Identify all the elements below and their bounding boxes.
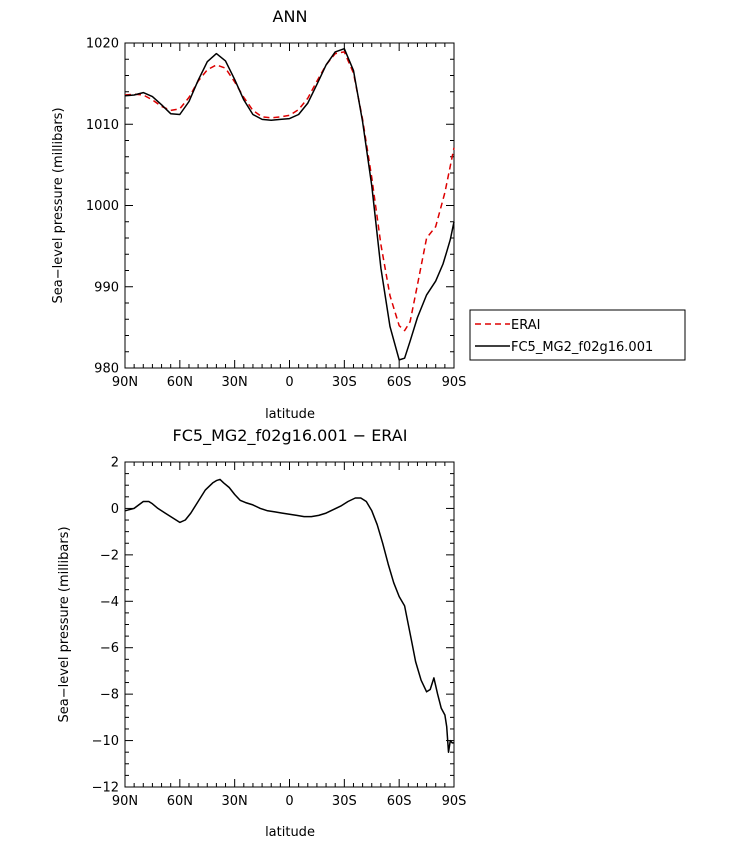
- x-axis-label: latitude: [265, 407, 315, 422]
- chart-title: FC5_MG2_f02g16.001 − ERAI: [173, 426, 408, 446]
- series-line-erai: [124, 51, 455, 332]
- y-tick-label: −12: [92, 781, 119, 796]
- x-tick-label: 90N: [112, 794, 138, 809]
- series-lines: [124, 47, 455, 361]
- tick-marks: [124, 461, 455, 788]
- plot-frame: [124, 42, 455, 369]
- plot-frame: [124, 461, 455, 788]
- chart-title: ANN: [273, 7, 308, 26]
- x-tick-label: 90S: [442, 375, 467, 390]
- y-tick-label: 980: [94, 362, 119, 377]
- x-tick-label: 60S: [387, 794, 412, 809]
- legend-box: [469, 309, 686, 361]
- x-tick-labels: 90N 60N 30N 0 30S 60S 90S: [112, 794, 467, 809]
- y-tick-label: 1010: [86, 118, 119, 133]
- x-tick-label: 30S: [332, 375, 357, 390]
- x-tick-label: 90N: [112, 375, 138, 390]
- x-tick-label: 30N: [222, 375, 248, 390]
- x-tick-label: 30N: [222, 794, 248, 809]
- y-tick-label: −10: [92, 734, 119, 749]
- y-tick-labels: −12 −10 −8 −6 −4 −2 0 2: [92, 456, 119, 796]
- y-tick-label: −8: [100, 688, 119, 703]
- x-tick-label: 30S: [332, 794, 357, 809]
- bottom-chart-panel: FC5_MG2_f02g16.001 − ERAI −12 −10 −8 −6 −4 −2…: [57, 426, 466, 840]
- x-tick-label: 60N: [167, 375, 193, 390]
- x-tick-label: 90S: [442, 794, 467, 809]
- y-tick-labels: 980 990 1000 1010 1020: [86, 37, 119, 377]
- x-axis-label: latitude: [265, 825, 315, 840]
- y-axis-label: Sea−level pressure (millibars): [51, 107, 66, 303]
- y-tick-label: 1000: [86, 199, 119, 214]
- y-tick-label: 2: [111, 456, 119, 471]
- x-tick-label: 60N: [167, 794, 193, 809]
- legend-label-erai: ERAI: [511, 318, 540, 333]
- series-line-fc5-mg2-f02g16-001: [124, 47, 455, 361]
- y-tick-label: 990: [94, 280, 119, 295]
- y-axis-label: Sea−level pressure (millibars): [57, 526, 72, 722]
- y-tick-label: 0: [111, 502, 119, 517]
- y-tick-label: −6: [100, 641, 119, 656]
- x-tick-label: 60S: [387, 375, 412, 390]
- x-tick-label: 0: [285, 375, 293, 390]
- y-tick-label: −2: [100, 548, 119, 563]
- legend: ERAI FC5_MG2_f02g16.001: [469, 309, 686, 361]
- y-tick-label: −4: [100, 595, 119, 610]
- x-tick-label: 0: [285, 794, 293, 809]
- legend-label-model: FC5_MG2_f02g16.001: [511, 340, 653, 355]
- y-tick-label: 1020: [86, 37, 119, 52]
- difference-line: [124, 478, 454, 753]
- x-tick-labels: 90N 60N 30N 0 30S 60S 90S: [112, 375, 467, 390]
- series-lines: [124, 478, 454, 753]
- tick-marks: [124, 42, 455, 369]
